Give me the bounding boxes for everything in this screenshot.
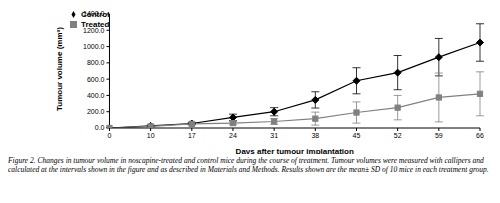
svg-text:59: 59 (435, 132, 443, 139)
svg-text:200.0: 200.0 (87, 108, 105, 115)
svg-text:0: 0 (108, 132, 112, 139)
svg-text:66: 66 (476, 132, 484, 139)
svg-text:1000.0: 1000.0 (83, 43, 105, 50)
svg-text:38: 38 (311, 132, 319, 139)
svg-text:0.0: 0.0 (95, 124, 105, 131)
svg-text:45: 45 (353, 132, 361, 139)
svg-text:52: 52 (394, 132, 402, 139)
svg-text:800.0: 800.0 (87, 59, 105, 66)
svg-text:17: 17 (188, 132, 196, 139)
svg-text:31: 31 (270, 132, 278, 139)
svg-text:10: 10 (147, 132, 155, 139)
svg-text:1200.0: 1200.0 (83, 27, 105, 34)
svg-text:24: 24 (229, 132, 237, 139)
svg-text:Tumour volume (mm³): Tumour volume (mm³) (55, 27, 64, 111)
svg-text:400.0: 400.0 (87, 92, 105, 99)
svg-text:Days after tumour implantation: Days after tumour implantation (236, 147, 354, 154)
svg-text:600.0: 600.0 (87, 76, 105, 83)
svg-text:1400.0: 1400.0 (83, 10, 105, 17)
